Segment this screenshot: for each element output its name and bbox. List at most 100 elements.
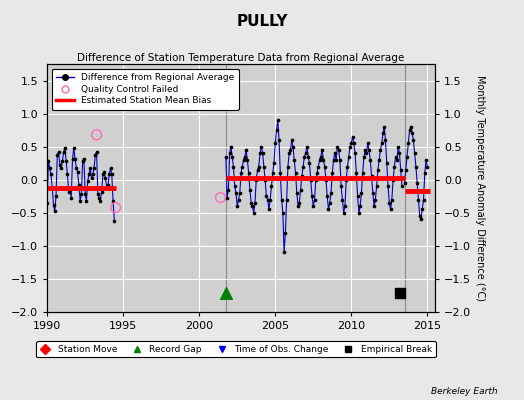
Point [371,196,379,203]
Point [345,153,353,160]
Point [286,147,294,153]
Point [304,153,312,160]
Point [61,145,69,151]
Point [109,198,117,204]
Point [390,163,399,170]
Point [336,157,344,163]
Point [257,144,266,150]
Point [404,140,412,146]
Point [264,196,272,203]
Point [223,194,231,201]
Point [331,150,339,156]
Point [107,171,116,178]
Point [231,183,239,190]
Point [103,184,111,191]
Point [417,216,425,223]
Point [332,157,340,163]
Point [243,157,252,163]
Point [291,170,300,176]
Point [67,195,75,202]
Point [58,158,67,164]
Point [406,127,414,133]
Point [413,180,421,186]
Point [228,153,236,160]
Point [268,170,277,176]
Point [400,180,409,186]
Point [314,163,323,170]
Point [70,145,78,151]
Point [364,140,372,146]
Point [92,149,101,155]
Point [337,183,345,190]
Point [94,191,102,198]
Point [409,137,418,143]
Point [253,167,261,173]
Point [300,153,309,160]
Point [301,150,310,156]
Point [51,208,59,215]
Point [315,157,324,163]
Point [59,149,68,155]
Point [421,170,429,176]
Point [307,176,315,183]
Point [105,171,113,178]
Point [92,132,101,138]
Point [110,218,118,224]
Point [333,144,342,150]
Point [313,170,321,176]
Point [247,200,255,206]
Point [419,196,428,203]
Point [281,230,290,236]
Point [365,147,373,153]
Point [423,163,431,170]
Point [258,150,267,156]
Point [85,171,93,178]
Point [316,153,325,160]
Point [252,176,260,183]
Point [303,144,311,150]
Point [47,171,55,178]
Point [322,176,330,183]
Point [95,195,103,202]
Point [216,194,225,201]
Point [242,147,250,153]
Point [350,140,358,146]
Point [309,203,318,209]
Point [398,183,406,190]
Point [346,144,354,150]
Point [279,210,287,216]
Point [229,163,237,170]
Point [374,167,382,173]
Point [104,182,112,188]
Point [373,183,381,190]
Point [321,163,329,170]
Point [88,175,96,182]
Point [380,124,388,130]
Point [292,190,301,196]
Point [408,130,416,137]
Point [241,153,249,160]
Point [298,173,306,180]
Point [370,203,378,209]
Point [288,137,296,143]
Point [256,150,264,156]
Point [285,150,293,156]
Point [56,162,64,168]
Point [340,210,348,216]
Point [389,176,397,183]
Point [234,196,243,203]
Point [352,170,361,176]
Point [341,203,349,209]
Point [394,144,402,150]
Point [414,196,423,203]
Point [274,117,282,124]
Point [112,204,120,211]
Point [297,186,305,193]
Point [222,153,230,160]
Point [276,170,285,176]
Point [391,153,400,160]
Point [385,200,394,206]
Point [384,183,392,190]
Point [361,147,369,153]
Point [395,150,403,156]
